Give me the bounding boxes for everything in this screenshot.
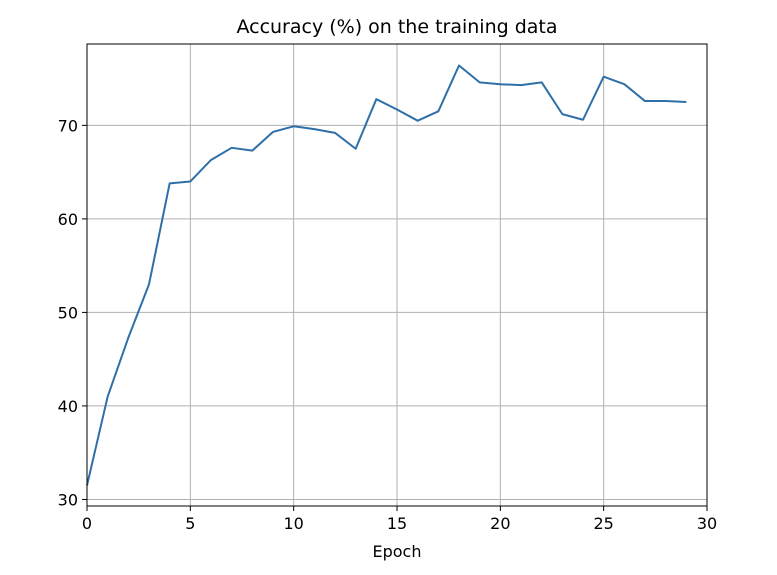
x-tick-label: 0 (82, 514, 92, 533)
axis-ticks: 0 5 10 15 20 25 30 30 40 50 60 70 (58, 116, 718, 533)
accuracy-series-line (86, 64, 687, 486)
x-tick-label: 5 (185, 514, 195, 533)
y-tick-label: 50 (58, 303, 78, 322)
x-tick-label: 20 (490, 514, 510, 533)
grid (86, 44, 708, 506)
x-tick-label: 10 (283, 514, 303, 533)
chart-title: Accuracy (%) on the training data (236, 16, 557, 38)
x-axis-label: Epoch (373, 542, 422, 561)
y-tick-label: 70 (58, 116, 78, 135)
y-tick-label: 30 (58, 490, 78, 509)
x-tick-label: 25 (593, 514, 613, 533)
y-tick-label: 60 (58, 210, 78, 229)
x-tick-label: 15 (387, 514, 407, 533)
y-tick-label: 40 (58, 397, 78, 416)
series-layer (86, 64, 687, 486)
x-tick-label: 30 (697, 514, 717, 533)
